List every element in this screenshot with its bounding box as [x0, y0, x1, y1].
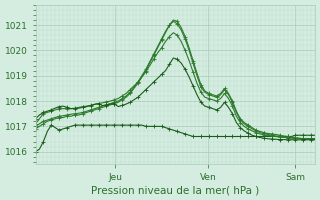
- X-axis label: Pression niveau de la mer( hPa ): Pression niveau de la mer( hPa ): [91, 185, 260, 195]
